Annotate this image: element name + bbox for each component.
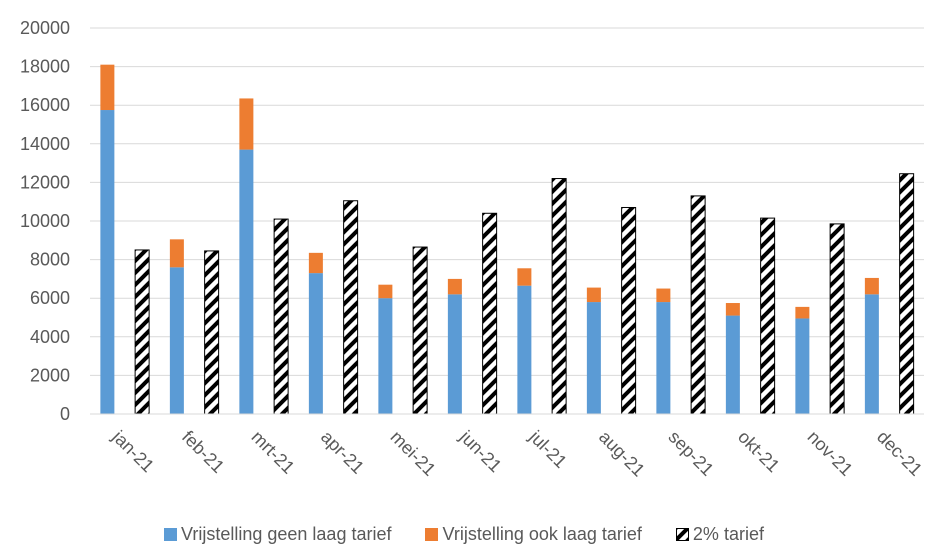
y-axis-tick-labels: 0 2000 4000 6000 8000 10000 12000 14000 16000 180… — [20, 18, 70, 424]
x-tick-label: jan-21 — [108, 426, 158, 476]
legend-swatch-blue — [164, 528, 178, 541]
legend-item-vrijstelling-geen-laag-tarief: Vrijstelling geen laag tarief — [164, 524, 391, 545]
y-tick-label: 8000 — [30, 250, 70, 270]
bar-vrijstelling-ook-laag-tarief — [656, 288, 671, 303]
bar-vrijstelling-ook-laag-tarief — [447, 278, 462, 295]
bar-vrijstelling-geen-laag-tarief — [100, 110, 115, 415]
bar-2-procent-tarief — [899, 173, 915, 415]
bar-vrijstelling-ook-laag-tarief — [725, 303, 740, 316]
bar-2-procent-tarief — [134, 249, 150, 415]
legend-label: 2% tarief — [692, 524, 764, 544]
y-tick-label: 2000 — [30, 365, 70, 385]
x-tick-label: aug-21 — [595, 427, 649, 481]
bar-2-procent-tarief — [829, 223, 845, 415]
y-tick-label: 16000 — [20, 95, 70, 115]
bar-vrijstelling-ook-laag-tarief — [239, 98, 254, 150]
y-tick-label: 14000 — [20, 134, 70, 154]
legend-label: Vrijstelling ook laag tarief — [442, 524, 642, 544]
bar-vrijstelling-ook-laag-tarief — [517, 268, 532, 286]
legend: Vrijstelling geen laag tarief Vrijstelli… — [0, 520, 928, 549]
bar-vrijstelling-ook-laag-tarief — [378, 284, 393, 299]
bar-vrijstelling-ook-laag-tarief — [308, 252, 323, 274]
legend-label: Vrijstelling geen laag tarief — [181, 524, 392, 544]
bar-2-procent-tarief — [412, 246, 428, 415]
bar-vrijstelling-geen-laag-tarief — [308, 273, 323, 414]
bar-2-procent-tarief — [343, 200, 359, 415]
x-tick-label: okt-21 — [734, 427, 784, 477]
x-tick-label: sep-21 — [665, 427, 718, 480]
bar-vrijstelling-ook-laag-tarief — [169, 239, 184, 268]
bar-2-procent-tarief — [482, 212, 498, 415]
legend-swatch-hatched — [675, 528, 689, 541]
legend-item-vrijstelling-ook-laag-tarief: Vrijstelling ook laag tarief — [425, 524, 642, 545]
x-tick-label: feb-21 — [178, 427, 228, 477]
y-tick-label: 12000 — [20, 172, 70, 192]
bars — [100, 64, 915, 415]
bar-2-procent-tarief — [551, 178, 567, 415]
bar-vrijstelling-geen-laag-tarief — [447, 294, 462, 414]
bar-2-procent-tarief — [273, 218, 289, 415]
x-axis-tick-labels: jan-21 feb-21 mrt-21 apr-21 mei-21 jun-21 jul-… — [108, 426, 926, 480]
bar-vrijstelling-ook-laag-tarief — [586, 287, 601, 303]
x-tick-label: jun-21 — [455, 426, 505, 476]
bar-vrijstelling-geen-laag-tarief — [378, 298, 393, 414]
bar-chart: 0 2000 4000 6000 8000 10000 12000 14000 16000 180… — [20, 18, 926, 480]
bar-2-procent-tarief — [690, 195, 706, 415]
gridlines — [90, 27, 924, 376]
bar-2-procent-tarief — [621, 206, 637, 415]
legend-swatch-orange — [425, 528, 439, 541]
y-tick-label: 4000 — [30, 327, 70, 347]
bar-vrijstelling-geen-laag-tarief — [169, 267, 184, 414]
bar-vrijstelling-geen-laag-tarief — [517, 285, 532, 414]
x-tick-label: nov-21 — [804, 427, 857, 480]
y-tick-label: 18000 — [20, 57, 70, 77]
y-tick-label: 10000 — [20, 211, 70, 231]
bar-2-procent-tarief — [760, 217, 776, 415]
bar-vrijstelling-geen-laag-tarief — [864, 294, 879, 414]
x-tick-label: mei-21 — [387, 427, 440, 480]
x-tick-label: apr-21 — [317, 427, 368, 478]
x-tick-label: dec-21 — [873, 427, 926, 480]
x-tick-label: mrt-21 — [248, 427, 299, 478]
y-tick-label: 0 — [60, 404, 70, 424]
bar-vrijstelling-geen-laag-tarief — [239, 149, 254, 414]
bar-vrijstelling-ook-laag-tarief — [864, 277, 879, 295]
bar-vrijstelling-ook-laag-tarief — [100, 64, 115, 111]
bar-vrijstelling-ook-laag-tarief — [795, 306, 810, 319]
bar-vrijstelling-geen-laag-tarief — [586, 302, 601, 414]
bar-vrijstelling-geen-laag-tarief — [795, 318, 810, 414]
y-tick-label: 6000 — [30, 288, 70, 308]
bar-vrijstelling-geen-laag-tarief — [725, 315, 740, 414]
legend-item-2-procent-tarief: 2% tarief — [675, 524, 764, 545]
y-tick-label: 20000 — [20, 18, 70, 38]
bar-vrijstelling-geen-laag-tarief — [656, 302, 671, 414]
x-tick-label: jul-21 — [525, 426, 571, 472]
bar-2-procent-tarief — [204, 250, 220, 415]
